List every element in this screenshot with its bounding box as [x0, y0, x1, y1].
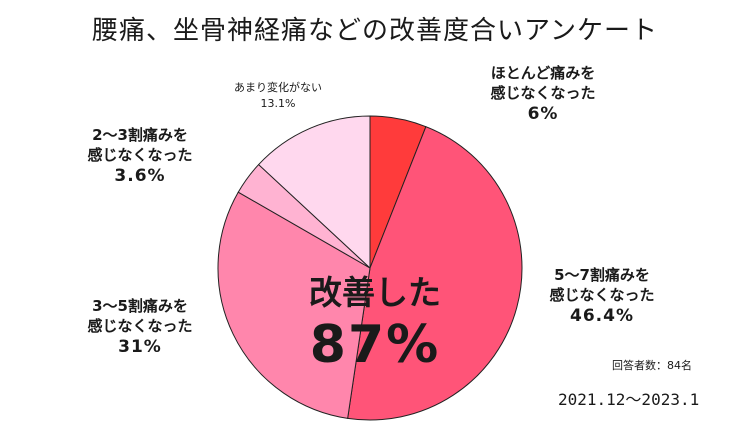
slice-30-50	[217, 191, 371, 419]
survey-period: 2021.12〜2023.1	[558, 390, 700, 409]
label-30-50-line1: 3〜5割痛みを	[92, 297, 188, 315]
label-30-50: 3〜5割痛みを 感じなくなった 31%	[65, 297, 215, 358]
label-20-30: 2〜3割痛みを 感じなくなった 3.6%	[65, 126, 215, 187]
label-no-change-value: 13.1%	[260, 96, 296, 110]
pie-slices	[217, 115, 523, 421]
slice-no-change	[257, 115, 371, 270]
label-50-70-line1: 5〜7割痛みを	[554, 266, 650, 284]
label-30-50-value: 31%	[118, 337, 162, 357]
label-20-30-line2: 感じなくなった	[87, 145, 193, 164]
label-mostly-gone: ほとんど痛みを 感じなくなった 6%	[468, 64, 618, 125]
label-mostly-gone-line2: 感じなくなった	[490, 83, 596, 102]
label-no-change-line1: あまり変化がない	[234, 81, 322, 94]
label-20-30-value: 3.6%	[114, 166, 166, 186]
label-50-70-line2: 感じなくなった	[549, 285, 655, 304]
chart-title: 腰痛、坐骨神経痛などの改善度合いアンケート	[92, 16, 658, 46]
slice-50-70	[347, 126, 523, 421]
label-20-30-line1: 2〜3割痛みを	[92, 126, 188, 144]
center-improved-text: 改善した	[309, 273, 441, 312]
respondent-count: 回答者数：84名	[612, 359, 692, 372]
label-50-70: 5〜7割痛みを 感じなくなった 46.4%	[527, 266, 677, 327]
label-mostly-gone-line1: ほとんど痛みを	[490, 64, 596, 82]
label-no-change: あまり変化がない 13.1%	[218, 80, 338, 112]
label-50-70-value: 46.4%	[570, 306, 634, 326]
label-30-50-line2: 感じなくなった	[87, 316, 193, 335]
center-improved-value: 87%	[309, 315, 441, 375]
label-mostly-gone-value: 6%	[527, 104, 559, 124]
